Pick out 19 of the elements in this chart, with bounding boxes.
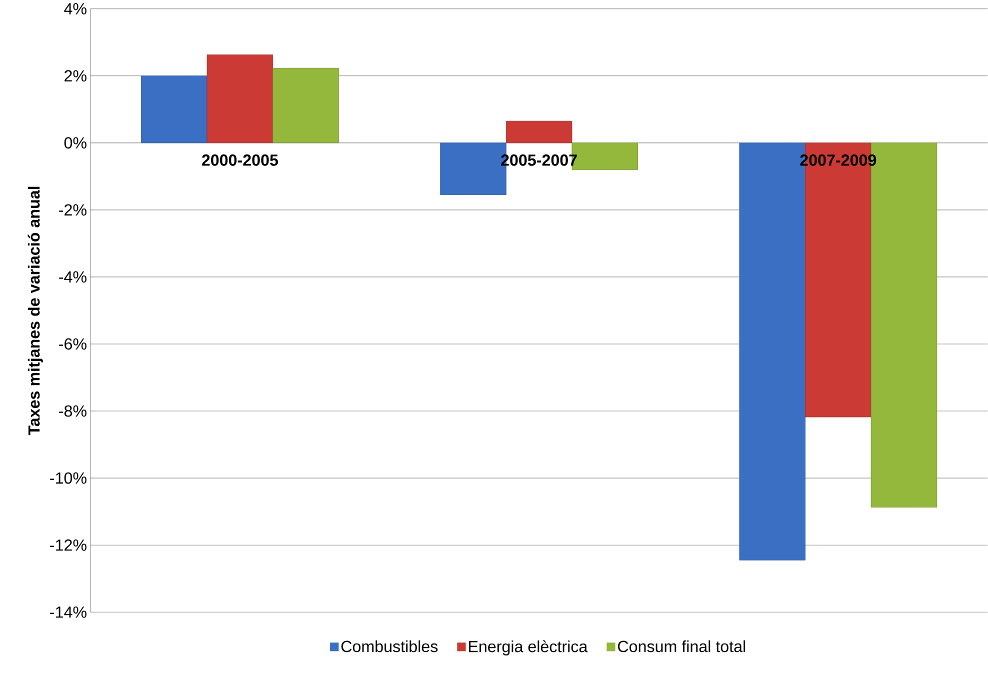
y-axis-title: Taxes mitjanes de variació anual xyxy=(28,186,43,436)
y-tick-label: -10% xyxy=(50,472,86,484)
y-tick-label: 2% xyxy=(64,70,86,82)
legend-label: Combustibles xyxy=(341,640,438,652)
y-tick-label: -8% xyxy=(59,405,86,417)
y-tick-label: -12% xyxy=(50,540,86,551)
bar xyxy=(141,76,208,144)
y-tick-label: 4% xyxy=(64,3,86,15)
y-tick-label: -2% xyxy=(59,204,86,216)
y-tick-label: -14% xyxy=(50,606,86,618)
y-tick-label: -6% xyxy=(59,338,86,350)
bar xyxy=(506,121,572,144)
bar xyxy=(206,54,274,144)
legend-label: Energia elèctrica xyxy=(469,640,588,656)
legend-label: Consum final total xyxy=(618,640,746,652)
x-tick-label: 2000-2005 xyxy=(202,154,278,166)
bar xyxy=(272,68,339,144)
y-tick-label: -4% xyxy=(59,271,86,283)
y-tick-label: 0% xyxy=(64,137,86,149)
